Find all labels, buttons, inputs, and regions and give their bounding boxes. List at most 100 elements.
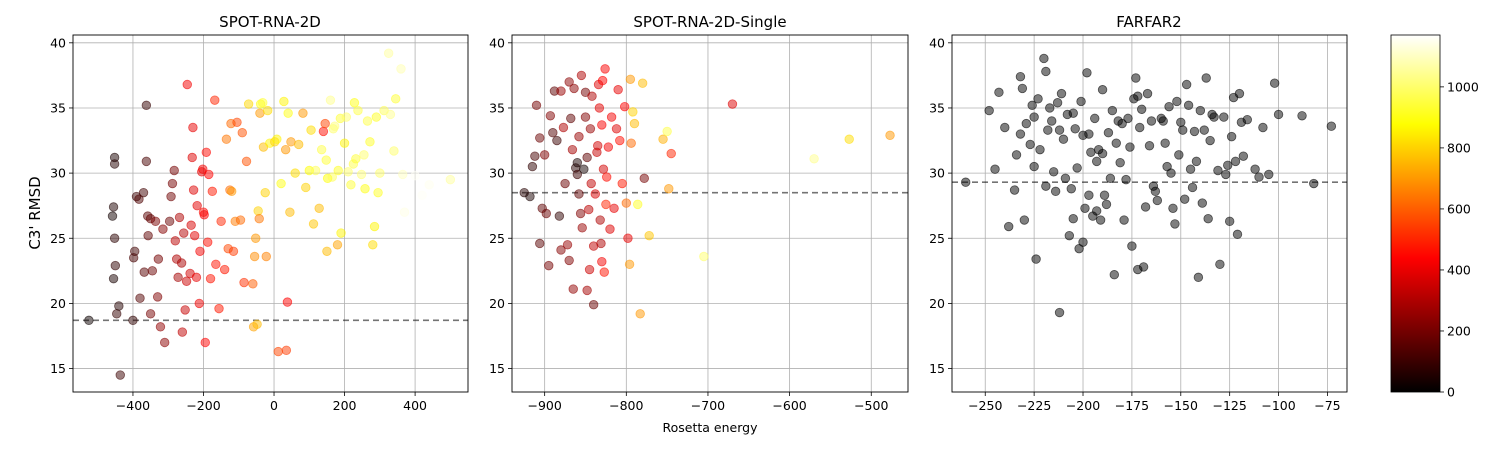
data-point <box>599 267 609 277</box>
data-point <box>398 169 408 180</box>
data-point <box>109 233 120 243</box>
data-point <box>1172 96 1182 107</box>
data-point <box>568 284 578 294</box>
data-point <box>273 346 283 357</box>
data-point <box>261 251 271 262</box>
data-point <box>112 309 122 319</box>
data-point <box>254 214 264 224</box>
data-point <box>356 169 367 180</box>
data-point <box>569 83 579 94</box>
data-point <box>1254 172 1264 182</box>
data-point <box>1084 190 1094 200</box>
data-point <box>333 165 343 176</box>
data-point <box>1027 100 1037 111</box>
data-point <box>611 124 622 134</box>
data-point <box>369 221 380 232</box>
data-point <box>584 204 594 215</box>
data-point <box>556 86 566 96</box>
data-point <box>960 177 971 187</box>
data-point <box>130 246 140 256</box>
data-point <box>626 138 636 148</box>
data-point <box>1150 186 1161 197</box>
data-point <box>727 99 738 109</box>
y-tick-label: 25 <box>50 231 66 246</box>
data-point <box>322 246 332 256</box>
data-point <box>1232 229 1243 240</box>
data-point <box>177 327 188 337</box>
data-point <box>1109 270 1120 280</box>
data-point <box>1047 116 1057 126</box>
data-point <box>109 159 120 169</box>
x-tick-label: 0 <box>270 398 278 413</box>
data-point <box>809 154 819 164</box>
data-point <box>544 260 554 271</box>
data-point <box>203 237 213 247</box>
x-tick-label: −800 <box>609 398 643 413</box>
data-point <box>239 277 249 288</box>
data-point <box>169 165 179 176</box>
data-point <box>633 199 643 210</box>
data-point <box>617 178 627 189</box>
panel-spot-rna-2d: SPOT-RNA-2D −400 −200 0 200 400 15 20 25 30 35 40 <box>50 13 469 413</box>
x-tick-label: 400 <box>403 398 427 413</box>
data-point <box>155 322 166 332</box>
x-tick-label: −200 <box>186 398 220 413</box>
y-axis-label: C3' RMSD <box>26 176 44 249</box>
data-point <box>1105 173 1116 184</box>
data-point <box>359 150 369 160</box>
data-point <box>152 292 163 302</box>
data-point <box>548 128 558 138</box>
data-point <box>1152 195 1163 206</box>
data-point <box>844 134 854 144</box>
data-point <box>1160 138 1170 148</box>
data-point <box>554 211 565 221</box>
data-point <box>664 184 674 194</box>
y-tick-label: 35 <box>489 100 505 115</box>
x-tick-label: 200 <box>333 398 357 413</box>
data-point <box>582 152 592 163</box>
data-point <box>241 156 252 167</box>
data-point <box>1264 169 1274 180</box>
data-point <box>188 122 198 133</box>
data-point <box>353 105 363 116</box>
x-tick-label: −250 <box>968 398 1002 413</box>
data-point <box>228 246 239 256</box>
y-tick-label: 20 <box>50 296 66 311</box>
data-point <box>525 191 535 202</box>
data-point <box>399 207 410 217</box>
data-point <box>558 122 569 133</box>
data-point <box>249 251 260 262</box>
data-point <box>1144 141 1155 151</box>
data-point <box>585 124 596 134</box>
data-point <box>173 272 183 283</box>
data-point <box>306 125 316 135</box>
data-point <box>593 141 603 151</box>
data-point <box>1250 164 1260 174</box>
data-point <box>207 186 218 197</box>
data-point <box>1119 215 1129 225</box>
data-point <box>115 370 125 380</box>
data-point <box>535 238 545 249</box>
data-point <box>1138 262 1149 272</box>
data-point <box>343 167 353 177</box>
data-point <box>1326 121 1337 131</box>
data-point <box>195 246 205 256</box>
data-point <box>341 112 352 122</box>
data-point <box>615 135 625 146</box>
data-point <box>143 230 153 241</box>
data-point <box>552 135 562 146</box>
data-point <box>221 134 232 144</box>
data-point <box>1076 96 1086 107</box>
data-point <box>417 190 427 200</box>
data-point <box>211 259 221 270</box>
x-tick-label: −125 <box>1213 398 1247 413</box>
data-point <box>584 264 595 275</box>
data-point <box>588 300 599 310</box>
data-point <box>605 224 615 234</box>
data-point <box>575 208 586 219</box>
data-point <box>1011 150 1022 160</box>
data-point <box>1238 151 1249 161</box>
data-point <box>201 147 212 157</box>
data-point <box>535 133 545 143</box>
data-point <box>179 228 189 238</box>
